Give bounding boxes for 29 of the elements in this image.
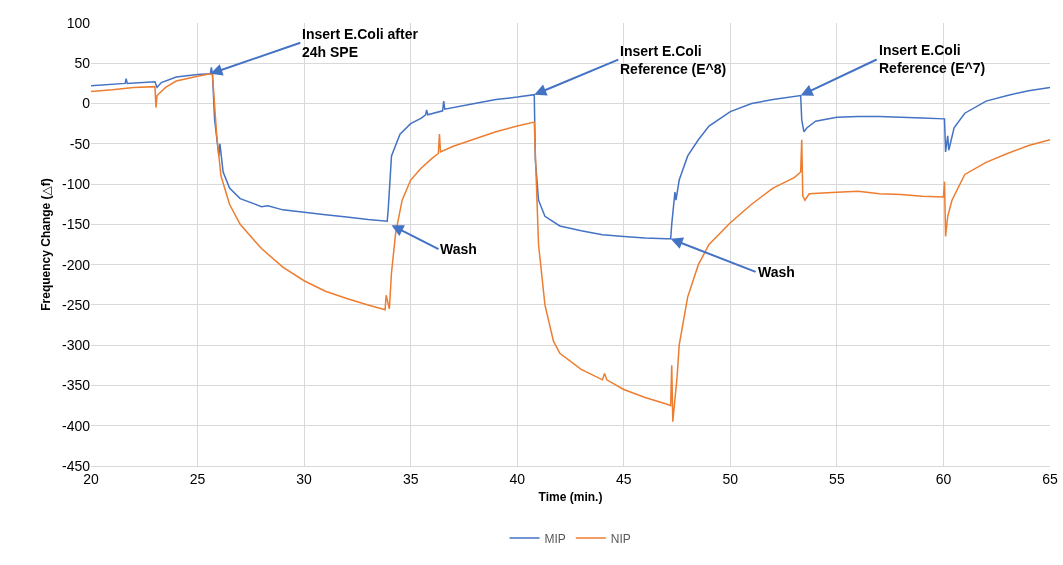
annotation: Insert E.Coli after 24h SPE: [302, 26, 419, 61]
x-axis-title: Time (min.): [538, 489, 603, 504]
x-tick-label: 40: [509, 470, 526, 487]
legend-label: NIP: [610, 531, 631, 546]
x-tick-label: 45: [615, 470, 632, 487]
y-tick-label: -50: [69, 135, 91, 152]
y-tick-label: -350: [61, 377, 91, 394]
y-tick-label: -100: [61, 175, 91, 192]
x-tick-label: 55: [829, 470, 845, 487]
x-tick-label: 50: [722, 470, 739, 487]
y-tick-label: -200: [61, 256, 91, 273]
legend-label: MIP: [544, 531, 566, 546]
x-tick-label: 25: [189, 470, 206, 487]
y-axis-title: Frequency Change (△f): [39, 178, 54, 311]
x-tick-label: 35: [402, 470, 419, 487]
y-tick-label: 50: [74, 55, 91, 72]
y-tick-label: -150: [61, 216, 91, 233]
annotation: Wash: [440, 241, 477, 257]
x-tick-label: 30: [296, 470, 313, 487]
y-tick-label: -400: [61, 417, 91, 434]
annotation: Insert E.Coli Reference (E^8): [620, 43, 727, 78]
y-tick-label: 0: [82, 95, 91, 112]
x-tick-label: 65: [1042, 470, 1058, 487]
y-tick-label: -250: [61, 296, 91, 313]
annotation: Insert E.Coli Reference (E^7): [879, 42, 986, 77]
x-tick-label: 60: [935, 470, 952, 487]
y-tick-label: -300: [61, 337, 91, 354]
annotation: Wash: [758, 264, 795, 280]
y-tick-label: 100: [66, 14, 91, 31]
